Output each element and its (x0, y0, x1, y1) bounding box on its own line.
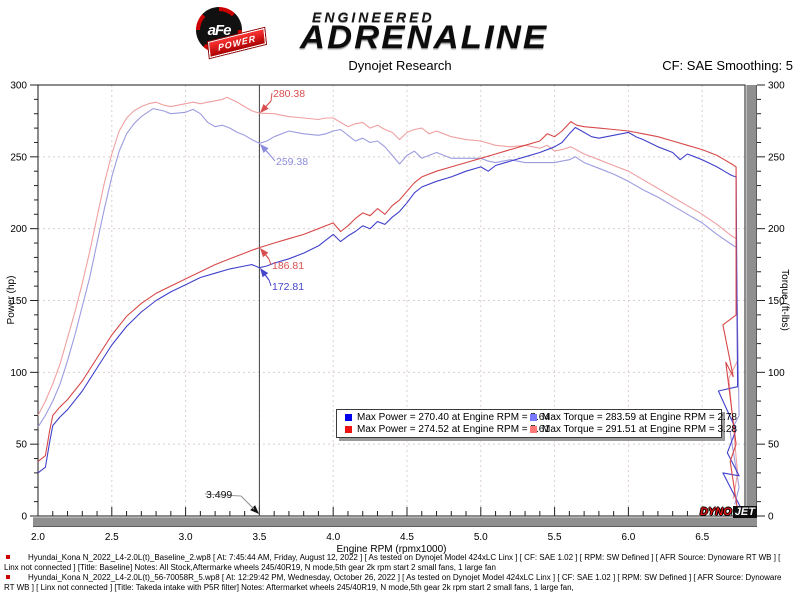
callout-value: 186.81 (272, 260, 304, 272)
legend-label: Max Power = 274.52 at Engine RPM = 5.61 (357, 424, 550, 435)
callouts: 280.38 259.38 186.81 172.81 3.499 (204, 88, 308, 514)
x-tick-label: 2.5 (105, 532, 119, 543)
legend-label: Max Torque = 291.51 at Engine RPM = 3.28 (542, 424, 737, 435)
y-tick-label-left: 250 (10, 152, 27, 163)
y-tick-label-right: 200 (768, 224, 785, 235)
y-tick-label-right: 0 (768, 512, 774, 523)
dynojet-logo-dyno: DYNO (700, 506, 732, 518)
series-curves (37, 96, 742, 511)
run-note-1: Hyundai_Kona N_2022_L4-2.0L(t)_56-70058R… (3, 573, 794, 592)
x-tick-label: 3.5 (252, 532, 266, 543)
legend-swatch (345, 426, 352, 433)
x-tick-label: 5.0 (474, 532, 488, 543)
dynojet-logo: DYNO JET (700, 506, 757, 518)
legend-swatch (530, 414, 537, 421)
gridlines (38, 85, 745, 516)
y-tick-label-left: 200 (10, 224, 27, 235)
run-bullet-icon (6, 555, 10, 559)
curve-baseline-torque-ft-lbs- (37, 108, 740, 505)
curve-takeda-power-hp- (37, 121, 739, 511)
y-tick-label-left: 150 (10, 296, 27, 307)
x-tick-label: 5.5 (548, 532, 562, 543)
legend-item-1: Max Torque = 283.59 at Engine RPM = 2.78 (530, 412, 737, 423)
legend-label: Max Power = 270.40 at Engine RPM = 5.64 (357, 412, 550, 423)
axis-ticks: 2.0 2.5 3.0 3.5 4.0 4.5 5.0 5.5 6.0 6.5 0 0 50 50 100 1… (10, 81, 785, 544)
dynojet-logo-jet: JET (732, 506, 757, 518)
x-tick-label: 4.0 (326, 532, 340, 543)
legend-swatch (530, 426, 537, 433)
run-note-text: Hyundai_Kona N_2022_L4-2.0L(t)_56-70058R… (4, 573, 782, 592)
callout-value: 280.38 (273, 88, 305, 100)
curve-baseline-power-hp- (37, 126, 742, 508)
axis-bands (33, 85, 757, 527)
brand-line-adrenaline: ADRENALINE (300, 19, 549, 55)
x-tick-label: 4.5 (400, 532, 414, 543)
run-note-text: Hyundai_Kona N_2022_L4-2.0L(t)_Baseline_… (4, 553, 781, 572)
axis-titles: Power (hp) Torque (ft-lbs) Engine RPM (rpm… (6, 269, 790, 555)
run-note-0: Hyundai_Kona N_2022_L4-2.0L(t)_Baseline_… (3, 553, 794, 572)
x-tick-label: 6.5 (695, 532, 709, 543)
curve-takeda-torque-ft-lbs- (37, 96, 739, 499)
x-tick-label: 2.0 (31, 532, 45, 543)
y-axis-label-left: Power (hp) (6, 276, 17, 325)
chart-legend: Max Power = 270.40 at Engine RPM = 5.64 M… (336, 409, 737, 438)
y-tick-label-left: 50 (16, 440, 28, 451)
y-tick-label-right: 50 (768, 440, 780, 451)
report-title: Dynojet Research (348, 58, 452, 73)
legend-swatch (345, 414, 352, 421)
afe-badge-icon: aFe (196, 7, 242, 53)
y-tick-label-left: 300 (10, 81, 27, 92)
y-axis-label-right: Torque (ft-lbs) (779, 269, 790, 331)
y-tick-label-right: 100 (768, 368, 785, 379)
run-notes: Hyundai_Kona N_2022_L4-2.0L(t)_Baseline_… (0, 553, 794, 593)
y-tick-label-left: 100 (10, 368, 27, 379)
callout-value: 172.81 (272, 281, 304, 293)
legend-label: Max Torque = 283.59 at Engine RPM = 2.78 (542, 412, 737, 423)
y-tick-label-right: 300 (768, 81, 785, 92)
callout-value: 3.499 (206, 489, 232, 501)
legend-item-0: Max Power = 270.40 at Engine RPM = 5.64 (345, 412, 550, 423)
legend-item-3: Max Torque = 291.51 at Engine RPM = 3.28 (530, 424, 737, 435)
callout-value: 259.38 (276, 156, 308, 168)
y-tick-label-right: 250 (768, 152, 785, 163)
legend-item-2: Max Power = 274.52 at Engine RPM = 5.61 (345, 424, 550, 435)
x-tick-label: 3.0 (179, 532, 193, 543)
smoothing-setting: CF: SAE Smoothing: 5 (662, 58, 793, 73)
x-tick-label: 6.0 (621, 532, 635, 543)
x-axis-label: Engine RPM (rpmx1000) (336, 544, 446, 555)
afe-brand-logo: aFe POWER ENGINEERED ADRENALINE (190, 4, 610, 59)
run-bullet-icon (6, 575, 10, 579)
y-tick-label-left: 0 (21, 512, 27, 523)
brand-line-engineered: ENGINEERED (312, 9, 435, 25)
y-tick-label-right: 150 (768, 296, 785, 307)
